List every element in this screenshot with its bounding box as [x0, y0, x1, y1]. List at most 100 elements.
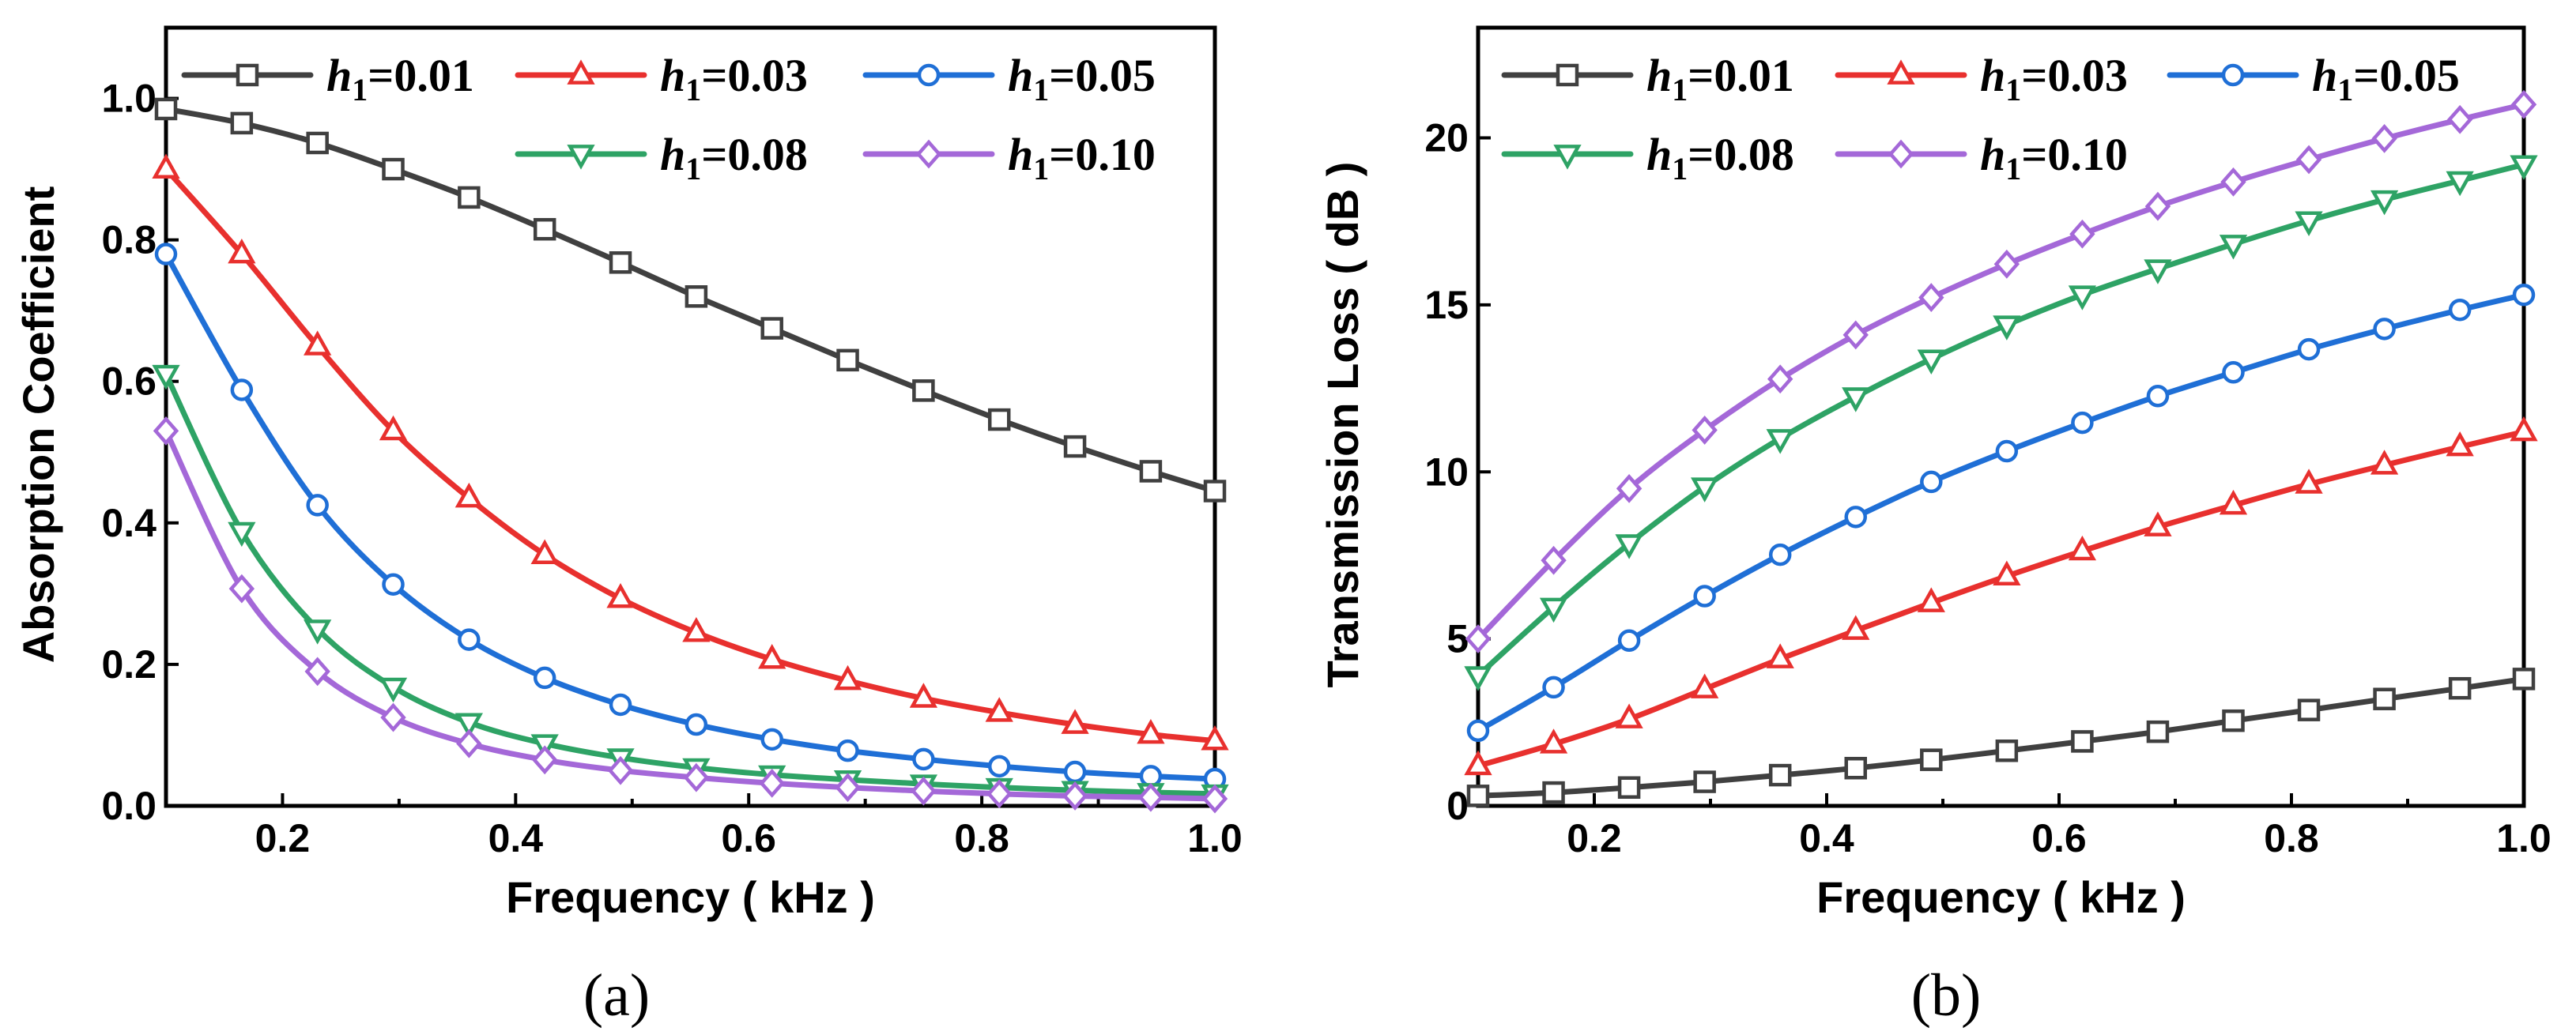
- data-point: [1993, 560, 2021, 586]
- x-tick-label: 0.2: [1567, 816, 1622, 860]
- data-point: [1464, 666, 1492, 691]
- y-axis: 0 5 10 15 20: [1424, 116, 1491, 828]
- y-tick-label: 10: [1424, 450, 1469, 494]
- data-point: [1691, 477, 1719, 502]
- series-h1=0.05: [154, 243, 1227, 791]
- x-axis-label: Frequency ( kHz ): [506, 872, 875, 922]
- series-h1=0.03: [1464, 416, 2538, 776]
- data-point: [306, 131, 329, 155]
- data-point: [836, 348, 859, 372]
- series-h1=0.10: [153, 416, 1228, 814]
- legend-marker: [1553, 145, 1582, 170]
- legend: h1=0.01 h1=0.03 h1=0.05 h1=0.08 h1=0.10: [1501, 50, 2460, 186]
- series-line: [163, 427, 1218, 802]
- data-point: [1920, 748, 1943, 771]
- data-point: [2220, 167, 2246, 197]
- data-point: [1615, 703, 1643, 728]
- data-point: [1465, 624, 1492, 654]
- series-h1=0.01: [154, 97, 1227, 502]
- data-point: [1693, 585, 1716, 608]
- data-point: [380, 702, 406, 732]
- legend-marker: [567, 145, 595, 170]
- data-point: [685, 285, 708, 308]
- data-point: [456, 728, 482, 758]
- data-point: [1616, 473, 1643, 503]
- data-point: [154, 97, 178, 121]
- y-tick-label: 5: [1446, 617, 1469, 661]
- data-point: [152, 153, 180, 179]
- series-line: [1475, 161, 2527, 679]
- data-point: [1693, 770, 1716, 793]
- data-point: [1466, 719, 1490, 743]
- data-point: [454, 713, 483, 738]
- y-tick-label: 15: [1424, 283, 1469, 327]
- data-point: [1844, 506, 1867, 529]
- data-point: [2510, 89, 2537, 119]
- data-point: [606, 583, 635, 608]
- data-point: [2144, 191, 2171, 221]
- data-point: [2370, 450, 2399, 475]
- data-point: [909, 683, 938, 708]
- y-tick-label: 20: [1424, 116, 1469, 160]
- panel-caption: (b): [1911, 962, 1982, 1029]
- data-point: [2371, 123, 2397, 153]
- data-point: [2146, 720, 2170, 743]
- data-point: [1917, 587, 1945, 612]
- y-tick-label: 0.4: [101, 501, 157, 545]
- data-point: [1466, 785, 1490, 807]
- data-point: [230, 378, 254, 401]
- legend-item: h1=0.05: [2167, 50, 2460, 107]
- panel-caption: (a): [583, 962, 650, 1029]
- series-h1=0.05: [1466, 283, 2536, 743]
- data-point: [2448, 676, 2472, 700]
- series-h1=0.03: [152, 153, 1229, 751]
- data-point: [304, 619, 332, 645]
- data-point: [685, 713, 708, 736]
- data-point: [2071, 411, 2094, 435]
- data-point: [2222, 361, 2245, 384]
- legend-label: h1=0.01: [1646, 50, 1794, 107]
- data-point: [2068, 535, 2097, 561]
- data-point: [533, 217, 556, 241]
- data-point: [379, 677, 408, 703]
- y-tick-label: 0: [1446, 784, 1469, 828]
- legend-label: h1=0.05: [2312, 50, 2460, 107]
- x-axis: 0.2 0.4 0.6 0.8 1.0: [164, 793, 1243, 860]
- data-point: [987, 755, 1011, 778]
- data-point: [228, 521, 256, 548]
- x-tick-label: 0.4: [1799, 816, 1854, 860]
- x-tick-label: 0.6: [721, 816, 776, 860]
- legend-label: h1=0.03: [1980, 50, 2128, 107]
- legend-item: h1=0.10: [1835, 129, 2128, 186]
- data-point: [454, 482, 483, 508]
- data-point: [759, 768, 785, 798]
- y-tick-label: 0.6: [101, 359, 157, 404]
- legend-marker: [1888, 139, 1914, 169]
- legend-item: h1=0.05: [862, 50, 1156, 107]
- data-point: [2446, 171, 2474, 197]
- data-point: [1617, 629, 1641, 652]
- data-point: [382, 573, 405, 596]
- data-point: [2295, 469, 2323, 494]
- chart-panel-a: 0.2 0.4 0.6 0.8 1.0 0.0 0.2 0.4 0.6 0.8 1.0 Frequen…: [13, 25, 1243, 1029]
- x-tick-label: 0.2: [255, 816, 311, 860]
- legend-marker: [236, 63, 259, 87]
- x-tick-label: 0.8: [2264, 816, 2319, 860]
- data-point: [304, 330, 332, 356]
- series-h1=0.10: [1465, 89, 2537, 654]
- data-point: [1692, 416, 1718, 445]
- legend-item: h1=0.03: [1835, 50, 2128, 107]
- data-point: [1766, 429, 1794, 454]
- data-point: [1063, 435, 1087, 458]
- legend-item: h1=0.10: [862, 129, 1156, 186]
- x-tick-label: 0.8: [954, 816, 1009, 860]
- x-tick-label: 0.6: [2031, 816, 2087, 860]
- data-point: [987, 408, 1011, 431]
- data-point: [1995, 739, 2019, 762]
- data-point: [1539, 597, 1568, 623]
- data-point: [1768, 763, 1792, 787]
- legend-item: h1=0.01: [1501, 50, 1794, 107]
- data-point: [1542, 781, 1565, 804]
- data-point: [2512, 283, 2536, 307]
